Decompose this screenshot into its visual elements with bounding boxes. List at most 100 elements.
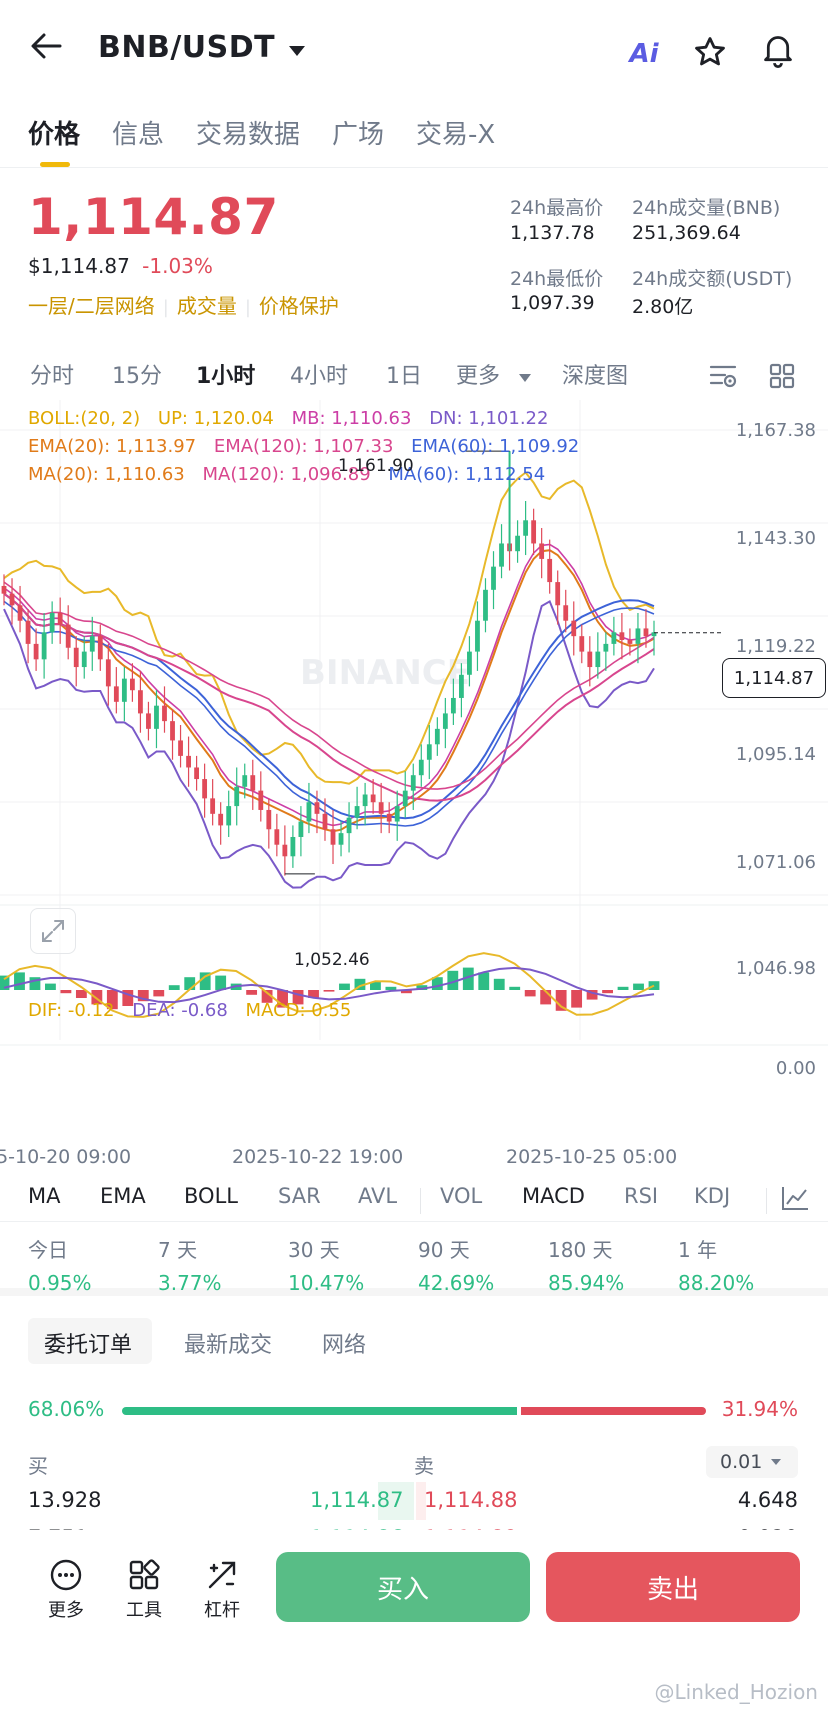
boll-name: BOLL:(20, 2) bbox=[28, 408, 141, 429]
candle-body bbox=[298, 821, 304, 837]
candle-body bbox=[555, 582, 561, 606]
candle-body bbox=[571, 620, 577, 637]
more-caret-icon[interactable] bbox=[518, 368, 532, 387]
precision-select[interactable]: 0.01 bbox=[706, 1446, 798, 1478]
tab-info[interactable]: 信息 bbox=[112, 120, 165, 150]
ma20-value: MA(20): 1,110.63 bbox=[28, 464, 185, 485]
candle-body bbox=[202, 779, 208, 799]
tab-network[interactable]: 网络 bbox=[322, 1333, 367, 1358]
tools-button[interactable]: 工具 bbox=[114, 1558, 174, 1622]
header-bar: BNB/USDT Ai bbox=[0, 0, 828, 100]
boll-legend: BOLL:(20, 2) UP: 1,120.04 MB: 1,110.63 D… bbox=[28, 408, 560, 429]
perf-180d: 180 天 85.94% bbox=[548, 1234, 624, 1295]
sell-button[interactable]: 卖出 bbox=[546, 1552, 800, 1622]
toggle-avl[interactable]: AVL bbox=[358, 1184, 398, 1208]
candle-body bbox=[587, 651, 593, 668]
precision-value: 0.01 bbox=[720, 1451, 763, 1473]
kline-chart[interactable]: BINANCE BOLL:(20, 2) UP: 1,120.04 MB: 1,… bbox=[0, 400, 828, 1170]
macd-histogram-bar bbox=[277, 990, 288, 1008]
price-change: -1.03% bbox=[142, 254, 213, 278]
price-tick: 1,119.22 bbox=[735, 636, 816, 657]
stat-low-value: 1,097.39 bbox=[510, 292, 595, 314]
tag-volume[interactable]: 成交量 bbox=[176, 294, 237, 318]
expand-icon[interactable] bbox=[30, 908, 76, 954]
macd-histogram-bar bbox=[246, 990, 258, 995]
tab-trading-data[interactable]: 交易数据 bbox=[196, 120, 301, 150]
pair-title[interactable]: BNB/USDT bbox=[98, 30, 276, 65]
more-label: 更多 bbox=[48, 1600, 84, 1621]
candle-body bbox=[651, 632, 657, 637]
toggle-rsi[interactable]: RSI bbox=[624, 1184, 659, 1208]
stat-vol-usdt-label: 24h成交额(USDT) bbox=[632, 268, 793, 290]
price-tick: 1,071.06 bbox=[735, 852, 816, 873]
bell-icon[interactable] bbox=[754, 26, 802, 74]
toggle-vol[interactable]: VOL bbox=[440, 1184, 483, 1208]
tab-recent-trades[interactable]: 最新成交 bbox=[184, 1333, 273, 1358]
orderbook-row[interactable]: 13.928 1,114.87 1,114.88 4.648 bbox=[0, 1482, 828, 1520]
macd-histogram-bar bbox=[199, 972, 211, 990]
perf-1y: 1 年 88.20% bbox=[678, 1234, 754, 1295]
candle-body bbox=[9, 593, 15, 606]
ai-icon[interactable]: Ai bbox=[620, 30, 668, 78]
tab-square[interactable]: 广场 bbox=[332, 120, 385, 150]
toggle-ema[interactable]: EMA bbox=[100, 1184, 146, 1208]
last-price: 1,114.87 bbox=[28, 188, 279, 246]
layout-grid-icon[interactable] bbox=[768, 362, 796, 394]
candle-body bbox=[563, 605, 569, 621]
buy-button[interactable]: 买入 bbox=[276, 1552, 530, 1622]
leverage-button[interactable]: 杠杆 bbox=[192, 1558, 252, 1622]
toggle-boll[interactable]: BOLL bbox=[184, 1184, 238, 1208]
more-button[interactable]: 更多 bbox=[36, 1558, 96, 1622]
ask-column-label: 卖 bbox=[414, 1454, 434, 1478]
candle-body bbox=[378, 802, 384, 814]
toggle-kdj[interactable]: KDJ bbox=[694, 1184, 731, 1208]
leverage-label: 杠杆 bbox=[204, 1600, 240, 1621]
indicator-chart-icon[interactable] bbox=[780, 1184, 810, 1216]
candle-body bbox=[547, 558, 553, 583]
back-arrow-icon[interactable] bbox=[22, 22, 70, 70]
tab-trade-x[interactable]: 交易-X bbox=[416, 120, 496, 150]
candle-body bbox=[483, 589, 488, 621]
candle-body bbox=[290, 836, 296, 857]
chart-settings-icon[interactable] bbox=[708, 362, 738, 394]
star-icon[interactable] bbox=[686, 28, 734, 76]
ma60-value: MA(60): 1,112.54 bbox=[388, 464, 546, 485]
buy-ratio-bar bbox=[122, 1407, 517, 1415]
tf-4h[interactable]: 4小时 bbox=[290, 364, 348, 389]
candle-body bbox=[459, 674, 464, 698]
toggle-macd[interactable]: MACD bbox=[522, 1184, 585, 1208]
price-tick: 1,143.30 bbox=[735, 528, 816, 549]
tf-timeshare[interactable]: 分时 bbox=[30, 364, 75, 389]
tf-15m[interactable]: 15分 bbox=[112, 364, 162, 389]
stat-vol-bnb-label: 24h成交量(BNB) bbox=[632, 197, 781, 219]
macd-histogram-bar bbox=[184, 977, 196, 990]
macd-dea-line bbox=[3, 966, 655, 1004]
tag-layer-network[interactable]: 一层/二层网络 bbox=[28, 294, 155, 318]
tf-1h[interactable]: 1小时 bbox=[196, 364, 256, 389]
tag-separator: | bbox=[244, 297, 251, 318]
bid-qty: 13.928 bbox=[28, 1488, 102, 1512]
candle-body bbox=[226, 806, 232, 826]
current-price-tag: 1,114.87 bbox=[722, 658, 826, 698]
tf-more[interactable]: 更多 bbox=[456, 364, 501, 389]
candle-body bbox=[57, 612, 63, 625]
tab-order-book[interactable]: 委托订单 bbox=[44, 1333, 133, 1358]
perf-today: 今日 0.95% bbox=[28, 1234, 92, 1295]
toggle-sar[interactable]: SAR bbox=[278, 1184, 321, 1208]
boll-upper-line bbox=[3, 471, 655, 785]
tag-price-protection[interactable]: 价格保护 bbox=[258, 294, 339, 318]
macd-histogram-bar bbox=[60, 990, 72, 994]
candle-body bbox=[306, 802, 312, 822]
candle-body bbox=[97, 636, 103, 660]
tab-price[interactable]: 价格 bbox=[28, 120, 81, 150]
tf-1d[interactable]: 1日 bbox=[386, 364, 422, 389]
macd-histogram-bar bbox=[400, 990, 412, 994]
tf-depth[interactable]: 深度图 bbox=[562, 364, 629, 389]
macd-histogram-bar bbox=[416, 985, 428, 990]
candle-body bbox=[539, 543, 545, 559]
precision-caret-icon bbox=[771, 1459, 782, 1465]
stat-vol-bnb-value: 251,369.64 bbox=[632, 222, 741, 244]
caret-down-icon[interactable] bbox=[288, 42, 306, 61]
toggle-ma[interactable]: MA bbox=[28, 1184, 61, 1208]
candle-body bbox=[121, 678, 127, 702]
